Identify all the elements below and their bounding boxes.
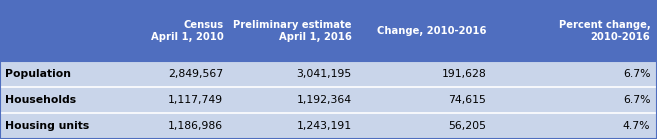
Text: 1,192,364: 1,192,364	[296, 95, 351, 105]
Bar	[0, 113, 657, 139]
Text: 6.7%: 6.7%	[623, 69, 650, 79]
Text: 3,041,195: 3,041,195	[296, 69, 351, 79]
Text: 1,186,986: 1,186,986	[168, 121, 223, 131]
Text: 6.7%: 6.7%	[623, 95, 650, 105]
Text: Percent change,
2010-2016: Percent change, 2010-2016	[558, 20, 650, 42]
Text: Housing units: Housing units	[5, 121, 89, 131]
Text: 4.7%: 4.7%	[623, 121, 650, 131]
Bar	[0, 0, 657, 61]
Bar	[0, 61, 657, 87]
Text: 1,243,191: 1,243,191	[296, 121, 351, 131]
Text: 2,849,567: 2,849,567	[168, 69, 223, 79]
Text: Households: Households	[5, 95, 76, 105]
Text: 191,628: 191,628	[442, 69, 486, 79]
Text: Change, 2010-2016: Change, 2010-2016	[376, 26, 486, 36]
Text: Population: Population	[5, 69, 70, 79]
Bar	[0, 87, 657, 113]
Text: Census
April 1, 2010: Census April 1, 2010	[150, 20, 223, 42]
Text: Preliminary estimate
April 1, 2016: Preliminary estimate April 1, 2016	[233, 20, 351, 42]
Text: 56,205: 56,205	[448, 121, 486, 131]
Text: 1,117,749: 1,117,749	[168, 95, 223, 105]
Text: 74,615: 74,615	[448, 95, 486, 105]
